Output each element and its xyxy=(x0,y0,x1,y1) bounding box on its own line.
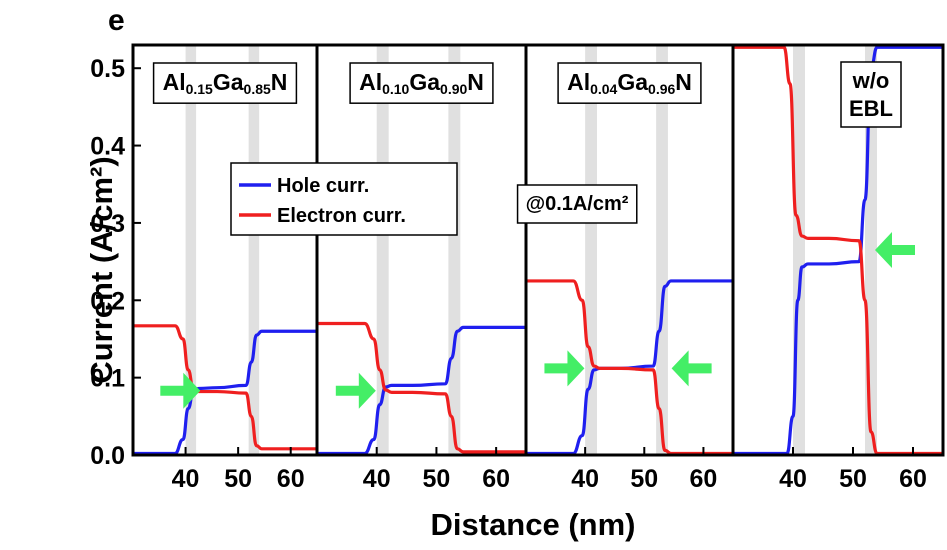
electron-current-line xyxy=(526,279,733,456)
y-tick-label: 0.3 xyxy=(90,210,125,238)
panel-label-box xyxy=(840,61,902,128)
shaded-region xyxy=(376,45,389,455)
panel-label-box xyxy=(152,62,298,104)
panel-label-text: Al0.04Ga0.96N xyxy=(567,69,692,97)
panel-label: Al0.04Ga0.96N xyxy=(557,62,702,104)
electron-current-line xyxy=(733,45,943,456)
x-tick-label: 40 xyxy=(571,465,599,493)
panel-label-box xyxy=(557,62,702,104)
arrow-right-icon xyxy=(335,372,376,409)
electron-current-line xyxy=(132,324,317,451)
x-tick-label: 40 xyxy=(172,465,200,493)
panel-frame xyxy=(524,43,735,457)
x-tick-label: 40 xyxy=(779,465,807,493)
y-tick-label: 0.5 xyxy=(90,55,125,83)
panel-4: 40 50 60 w/o EBL xyxy=(731,43,945,493)
x-tick-label: 50 xyxy=(630,465,658,493)
legend: Hole curr. Electron curr. xyxy=(230,162,458,236)
panel-letter: e xyxy=(108,4,125,37)
panel-1: 40 50 60 Al0.15Ga0.85N xyxy=(131,43,319,493)
panel-2: 40 50 60 Al0.10Ga0.90N xyxy=(315,43,528,493)
annotation-text: @0.1A/cm² xyxy=(526,193,629,215)
x-axis-label: Distance (nm) xyxy=(431,507,636,542)
panel-label: Al0.10Ga0.90N xyxy=(349,62,494,104)
legend-hole-label: Hole curr. xyxy=(277,175,369,197)
x-tick-label: 50 xyxy=(839,465,867,493)
y-tick-label: 0.0 xyxy=(90,442,125,470)
shaded-region xyxy=(185,45,197,455)
electron-current-line xyxy=(316,321,526,454)
arrow-left-icon xyxy=(875,232,915,268)
shaded-region xyxy=(656,45,668,455)
panel-label-text: w/o xyxy=(852,68,890,93)
shaded-region xyxy=(448,45,461,455)
y-axis-label: Current (A/cm²) xyxy=(84,156,119,383)
current-density-annotation: @0.1A/cm² xyxy=(516,184,638,224)
legend-electron-label: Electron curr. xyxy=(277,205,406,227)
y-tick-label: 0.4 xyxy=(90,133,125,161)
panel-3: 40 50 60 Al0.04Ga0.96N xyxy=(524,43,735,493)
panel-label-text: Al0.15Ga0.85N xyxy=(163,69,288,97)
y-tick-label: 0.1 xyxy=(90,365,125,393)
arrow-right-icon xyxy=(544,350,585,387)
x-tick-label: 60 xyxy=(899,465,927,493)
arrow-right-icon xyxy=(160,372,201,409)
hole-current-line xyxy=(132,329,317,456)
panel-label-text: EBL xyxy=(849,96,893,121)
y-tick-label: 0.2 xyxy=(90,287,125,315)
shaded-region xyxy=(248,45,260,455)
panel-label-text: Al0.10Ga0.90N xyxy=(359,69,484,97)
panel-frame xyxy=(731,43,945,457)
panel-label: Al0.15Ga0.85N xyxy=(152,62,298,104)
x-tick-label: 50 xyxy=(423,465,451,493)
shaded-region xyxy=(585,45,597,455)
hole-current-line xyxy=(316,325,526,456)
x-tick-label: 60 xyxy=(690,465,718,493)
legend-box xyxy=(230,162,458,236)
panel-label: w/o EBL xyxy=(840,61,902,128)
x-tick-label: 60 xyxy=(277,465,305,493)
annotation-box xyxy=(516,184,638,224)
x-tick-label: 50 xyxy=(224,465,252,493)
x-tick-label: 60 xyxy=(482,465,510,493)
x-tick-label: 40 xyxy=(363,465,391,493)
panel-label-box xyxy=(349,62,494,104)
arrow-left-icon xyxy=(671,350,712,387)
